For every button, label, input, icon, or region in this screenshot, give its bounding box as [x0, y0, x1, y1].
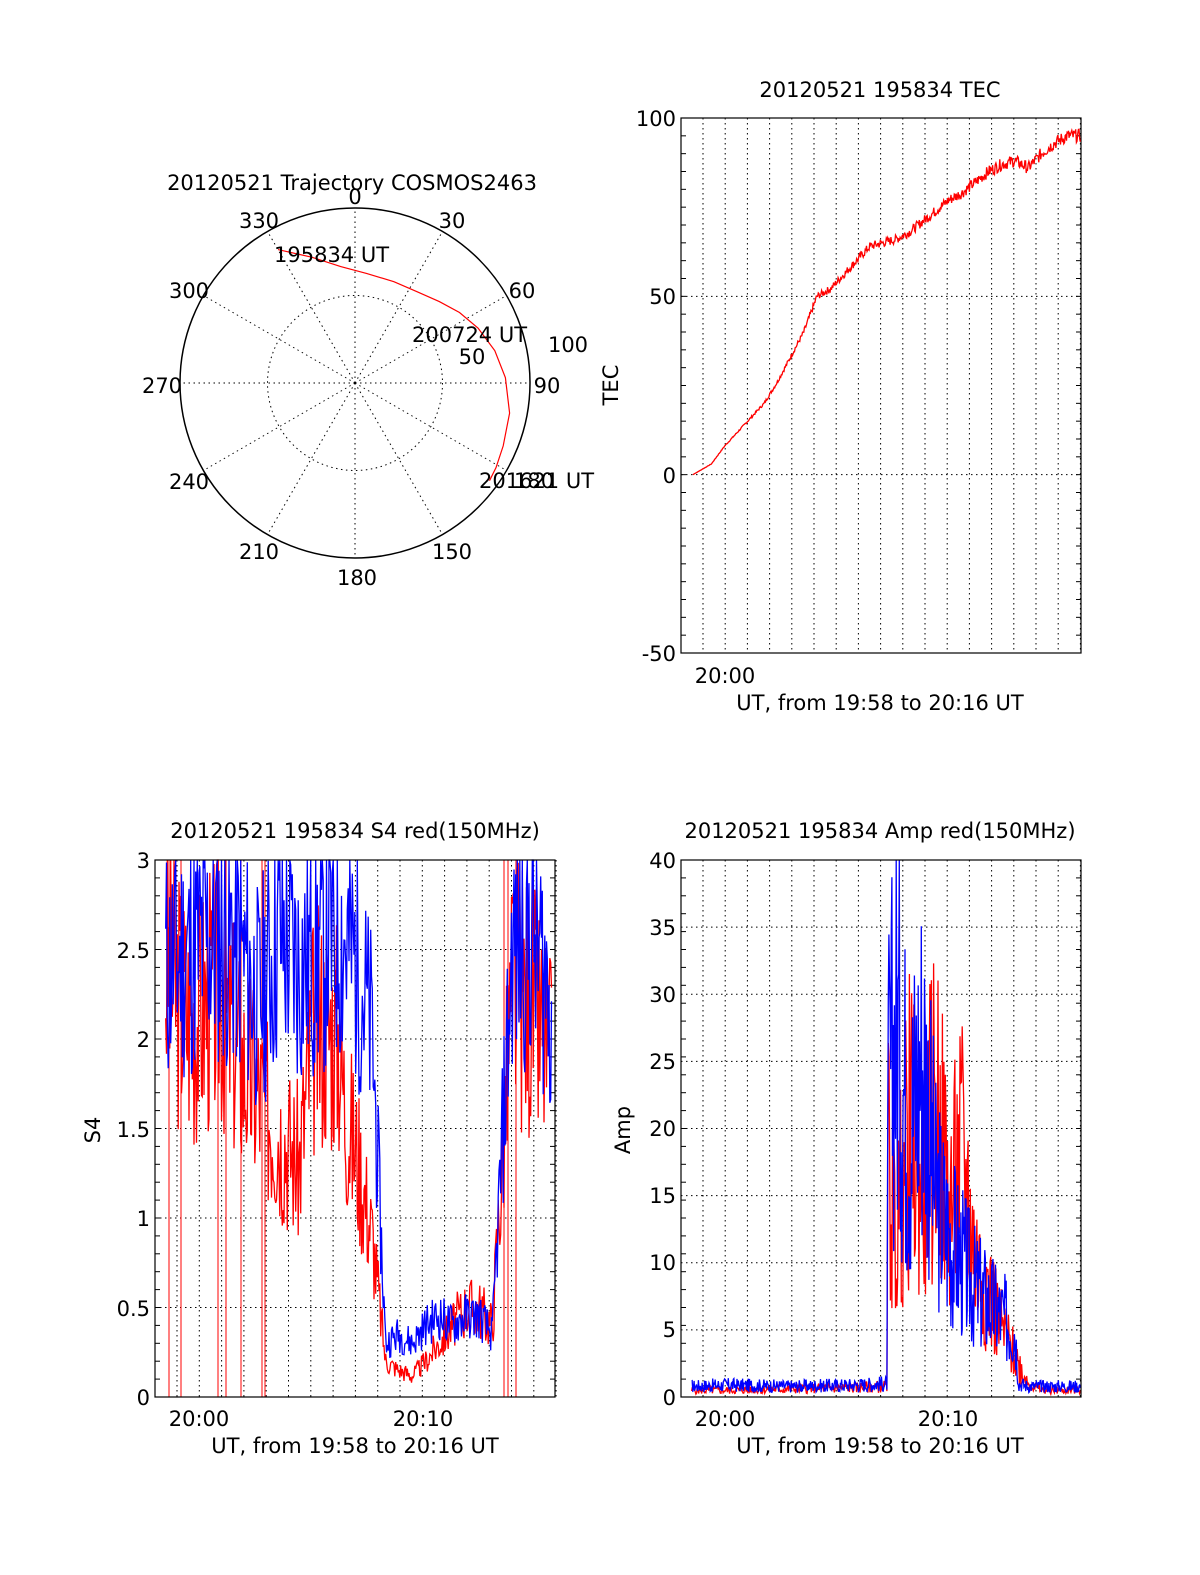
tec-ytick-minus50: -50	[642, 642, 676, 666]
amp-ylabel: Amp	[611, 1106, 635, 1154]
annotation-mid-time: 200724 UT	[412, 323, 527, 347]
s4-panel: 20120521 195834 S4 red(150MHz) 3 2.5 2 1…	[81, 819, 557, 1458]
s4-ytick-2: 2	[137, 1028, 150, 1052]
tec-xlabel: UT, from 19:58 to 20:16 UT	[736, 691, 1024, 715]
amp-xlabel: UT, from 19:58 to 20:16 UT	[736, 1434, 1024, 1458]
az-label-30: 30	[439, 209, 466, 233]
polar-trajectory-line	[277, 249, 511, 481]
polar-spoke	[354, 382, 507, 471]
polar-spoke	[203, 295, 356, 384]
polar-spoke	[267, 231, 356, 384]
radial-label-100: 100	[548, 333, 588, 357]
s4-plot-frame	[154, 859, 556, 1398]
az-label-0: 0	[348, 185, 361, 209]
s4-title: 20120521 195834 S4 red(150MHz)	[170, 819, 540, 843]
polar-spoke	[267, 382, 356, 535]
az-label-90: 90	[534, 374, 561, 398]
annotation-start-time: 195834 UT	[274, 243, 389, 267]
polar-spoke	[203, 382, 356, 471]
az-label-300: 300	[169, 279, 209, 303]
amp-panel: 20120521 195834 Amp red(150MHz) 40 35 30…	[611, 819, 1082, 1458]
amp-xtick-2010: 20:10	[918, 1407, 979, 1431]
amp-ytick-25: 25	[649, 1050, 676, 1074]
tec-xtick-2000: 20:00	[695, 664, 756, 688]
az-label-60: 60	[509, 279, 536, 303]
amp-ytick-0: 0	[663, 1386, 676, 1410]
s4-ytick-2.5: 2.5	[117, 939, 150, 963]
amp-minor-ticks	[681, 859, 1081, 1398]
amp-xtick-2000: 20:00	[695, 1407, 756, 1431]
amp-blue-line	[691, 859, 1082, 1395]
tec-ylabel: TEC	[599, 365, 623, 407]
az-label-180: 180	[337, 566, 377, 590]
annotation-end-time: 201621 UT	[479, 469, 594, 493]
polar-spokes	[180, 208, 530, 558]
amp-title: 20120521 195834 Amp red(150MHz)	[684, 819, 1075, 843]
az-label-330: 330	[239, 209, 279, 233]
tec-ytick-50: 50	[649, 285, 676, 309]
az-label-150: 150	[432, 540, 472, 564]
tec-ytick-0: 0	[663, 464, 676, 488]
polar-title: 20120521 Trajectory COSMOS2463	[167, 171, 537, 195]
amp-ytick-5: 5	[663, 1318, 676, 1342]
s4-minor-ticks	[155, 859, 555, 1398]
s4-ytick-1: 1	[137, 1207, 150, 1231]
tec-gridlines	[681, 118, 1081, 653]
s4-ylabel: S4	[81, 1117, 105, 1144]
tec-plot-frame	[680, 117, 1082, 654]
amp-plot-frame	[680, 859, 1082, 1398]
s4-xtick-2000: 20:00	[169, 1407, 230, 1431]
tec-red-line	[692, 127, 1081, 476]
tec-panel: 20120521 195834 TEC 100 50 0 -50 20:00 U…	[599, 78, 1082, 715]
amp-ytick-30: 30	[649, 983, 676, 1007]
s4-xlabel: UT, from 19:58 to 20:16 UT	[211, 1434, 499, 1458]
polar-spoke	[354, 231, 443, 384]
s4-ytick-0.5: 0.5	[117, 1297, 150, 1321]
s4-ytick-3: 3	[137, 849, 150, 873]
s4-blue-line	[165, 859, 553, 1359]
az-label-240: 240	[169, 470, 209, 494]
annotation-end-overlap: 180	[514, 469, 554, 493]
amp-ytick-10: 10	[649, 1251, 676, 1275]
az-label-270: 270	[142, 374, 182, 398]
tec-minor-ticks	[681, 117, 1081, 654]
tec-ytick-100: 100	[636, 107, 676, 131]
polar-trajectory-panel: 20120521 Trajectory COSMOS2463 0 30 60 9…	[142, 171, 594, 590]
amp-ytick-35: 35	[649, 916, 676, 940]
amp-gridlines	[681, 860, 1081, 1397]
polar-inner-circle	[267, 295, 443, 471]
polar-outer-circle	[179, 207, 531, 559]
tec-title: 20120521 195834 TEC	[759, 78, 1000, 102]
polar-spoke	[354, 382, 443, 535]
polar-spoke	[354, 295, 507, 384]
s4-ytick-0: 0	[137, 1386, 150, 1410]
amp-ytick-15: 15	[649, 1184, 676, 1208]
amp-ytick-40: 40	[649, 849, 676, 873]
s4-ytick-1.5: 1.5	[117, 1118, 150, 1142]
s4-xtick-2010: 20:10	[393, 1407, 454, 1431]
radial-label-50: 50	[459, 345, 486, 369]
amp-ytick-20: 20	[649, 1117, 676, 1141]
az-label-210: 210	[239, 540, 279, 564]
